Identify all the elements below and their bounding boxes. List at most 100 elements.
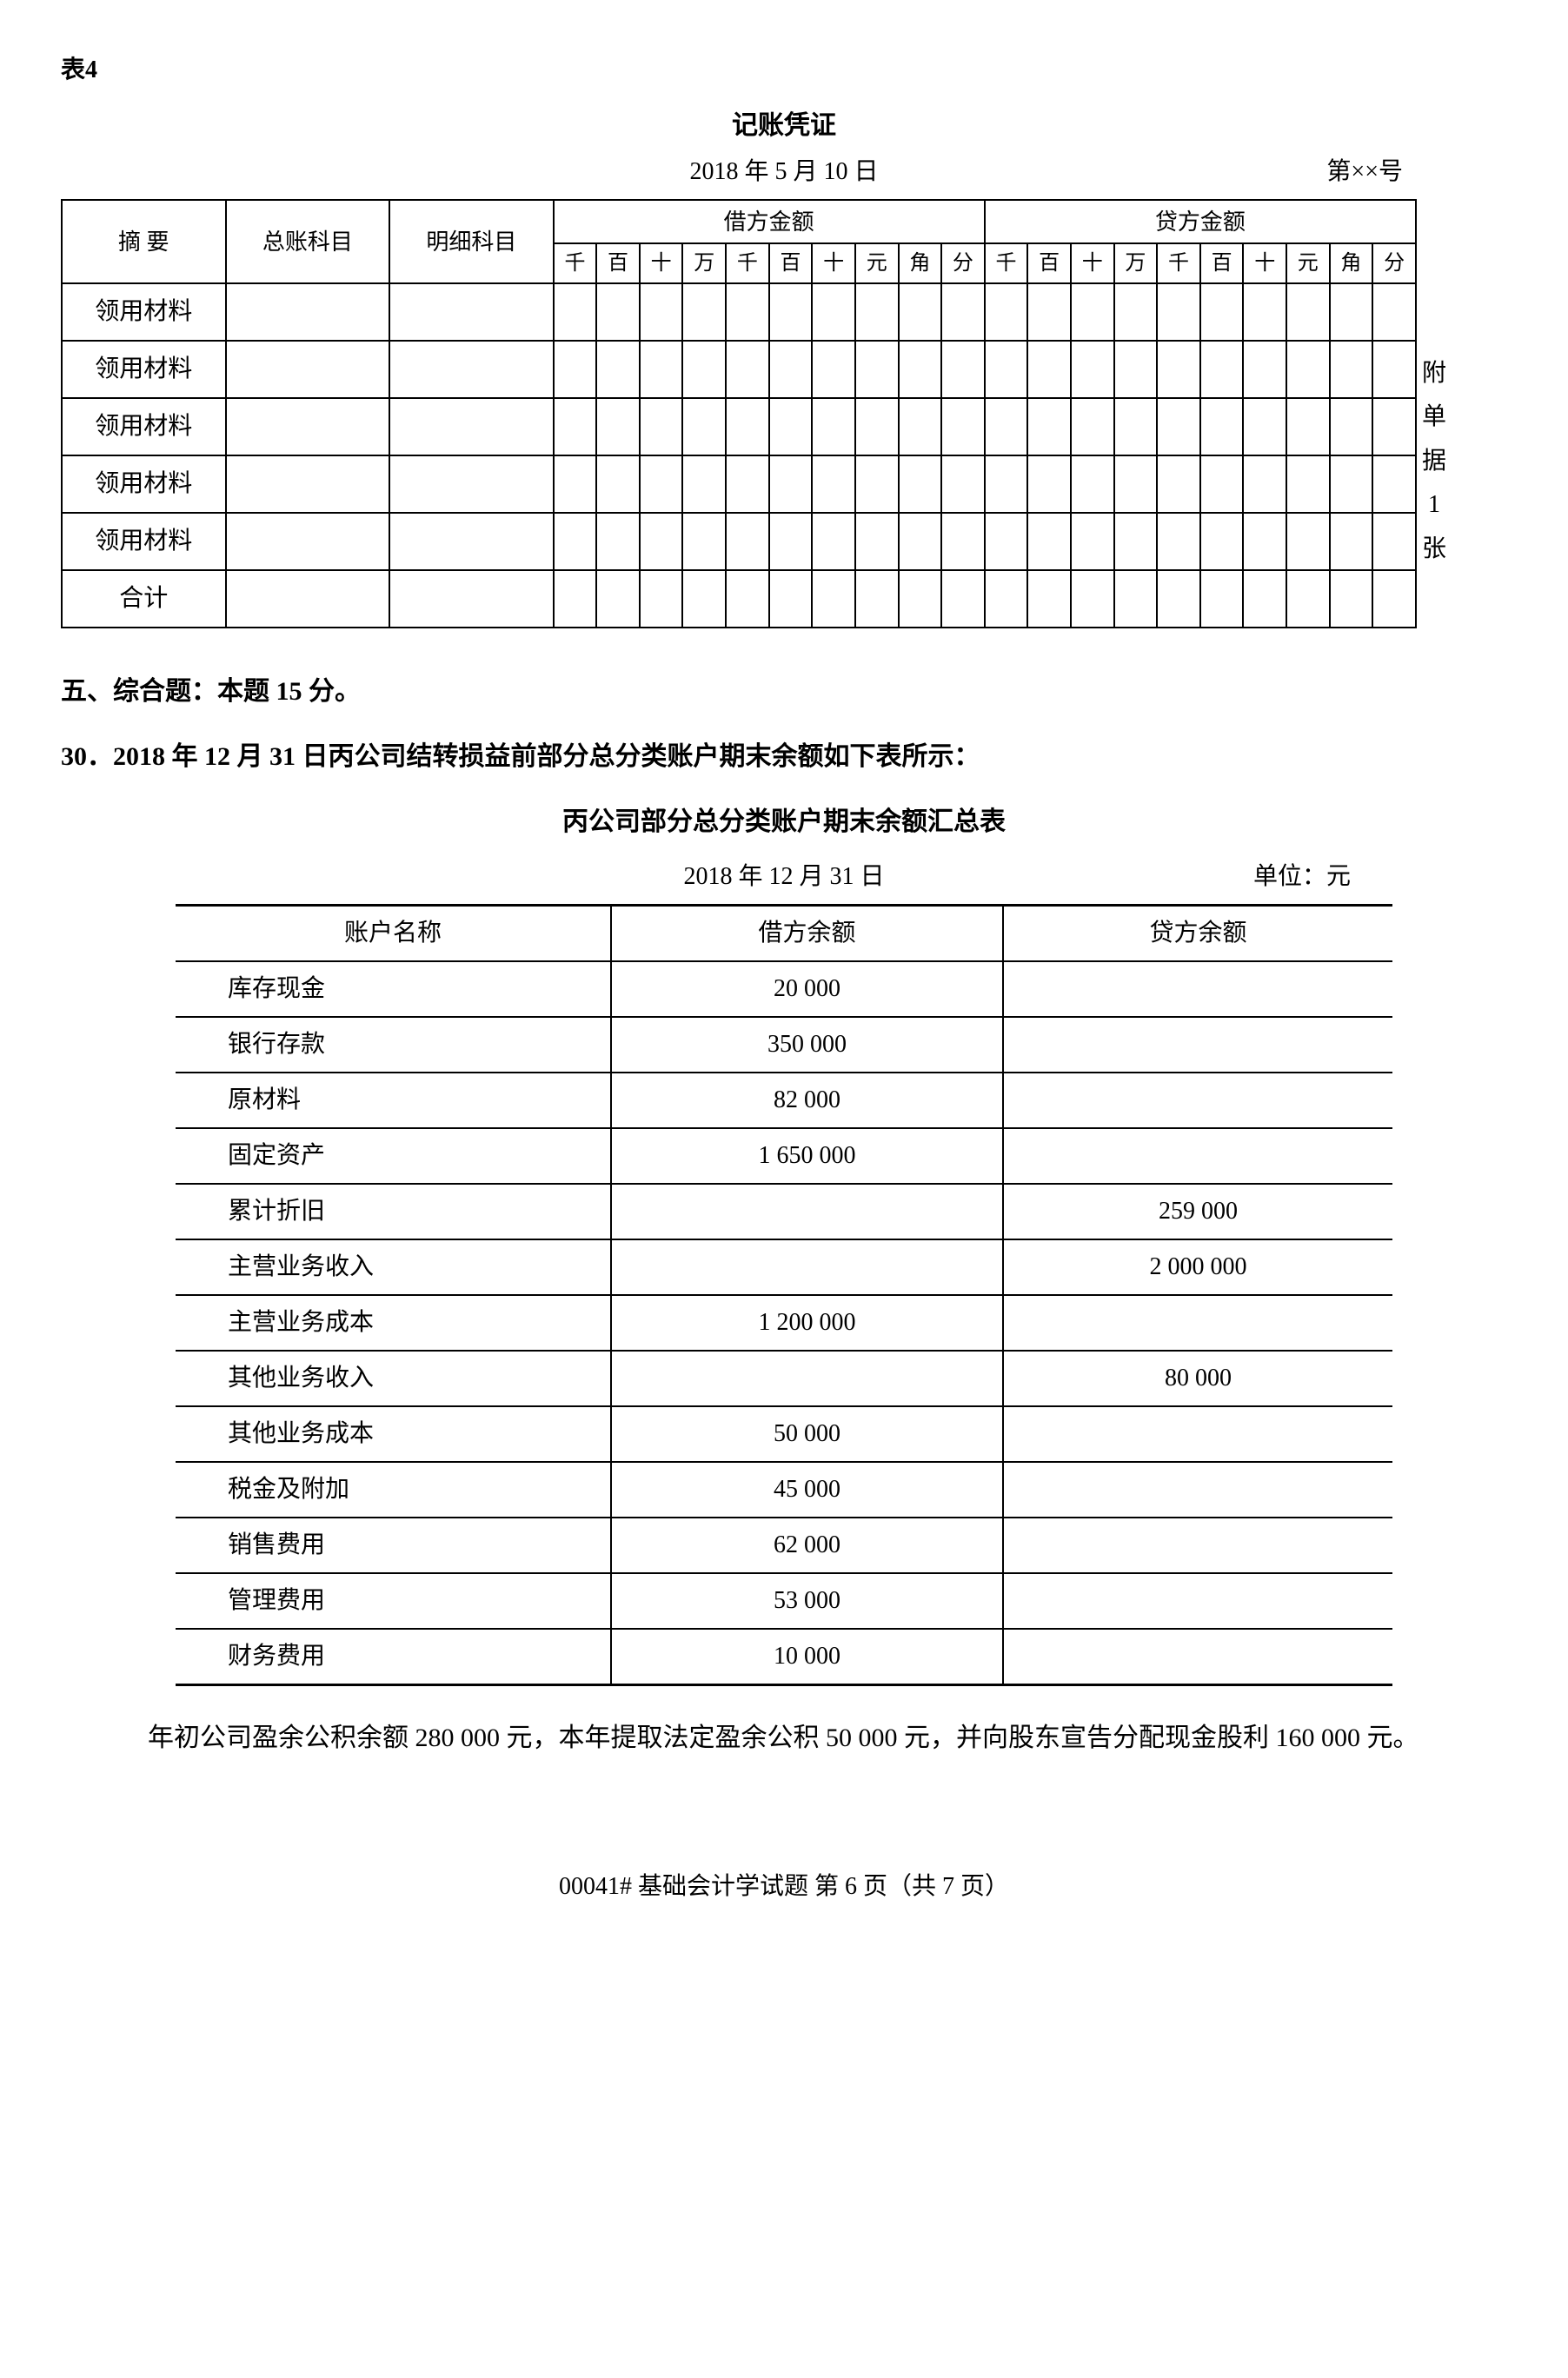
voucher-title: 记账凭证 (61, 106, 1507, 145)
voucher-digit-cell (1286, 341, 1330, 398)
digit-header: 百 (769, 243, 813, 283)
voucher-digit-cell (1027, 513, 1071, 570)
voucher-digit-cell (554, 341, 597, 398)
voucher-digit-cell (855, 341, 899, 398)
voucher-digit-cell (640, 513, 683, 570)
balance-account-name: 银行存款 (176, 1017, 611, 1073)
balance-credit-cell: 2 000 000 (1003, 1239, 1392, 1295)
voucher-digit-cell (812, 341, 855, 398)
voucher-digit-cell (1286, 513, 1330, 570)
digit-header: 元 (1286, 243, 1330, 283)
voucher-digit-cell (1071, 570, 1114, 628)
balance-table: 账户名称 借方余额 贷方余额 库存现金20 000银行存款350 000原材料8… (176, 904, 1392, 1686)
balance-debit-cell: 45 000 (611, 1462, 1003, 1518)
voucher-digit-cell (1372, 398, 1416, 455)
voucher-digit-cell (640, 398, 683, 455)
balance-debit-cell: 1 200 000 (611, 1295, 1003, 1351)
voucher-cell (389, 341, 554, 398)
voucher-digit-cell (554, 398, 597, 455)
balance-credit-cell (1003, 1017, 1392, 1073)
voucher-digit-cell (812, 283, 855, 341)
voucher-digit-cell (682, 455, 726, 513)
voucher-digit-cell (769, 455, 813, 513)
balance-account-name: 主营业务成本 (176, 1295, 611, 1351)
voucher-digit-cell (682, 513, 726, 570)
voucher-wrap: 摘 要 总账科目 明细科目 借方金额 贷方金额 千百十万千百十元角分千百十万千百… (61, 199, 1507, 628)
voucher-digit-cell (985, 283, 1028, 341)
voucher-digit-cell (855, 455, 899, 513)
balance-account-name: 库存现金 (176, 961, 611, 1017)
balance-debit-cell: 20 000 (611, 961, 1003, 1017)
voucher-digit-cell (596, 341, 640, 398)
section-5-title: 五、综合题：本题 15 分。 (61, 672, 1507, 711)
voucher-date-row: 2018 年 5 月 10 日 第××号 (61, 154, 1507, 190)
voucher-digit-cell (640, 570, 683, 628)
balance-account-name: 其他业务收入 (176, 1351, 611, 1406)
voucher-digit-cell (941, 570, 985, 628)
balance-date-row: 2018 年 12 月 31 日 单位：元 (61, 859, 1507, 895)
balance-unit: 单位：元 (1253, 859, 1351, 895)
voucher-digit-cell (1372, 341, 1416, 398)
balance-debit-cell (611, 1239, 1003, 1295)
balance-account-name: 其他业务成本 (176, 1406, 611, 1462)
voucher-digit-cell (941, 283, 985, 341)
voucher-digit-cell (985, 570, 1028, 628)
voucher-digit-cell (899, 398, 942, 455)
voucher-digit-cell (1071, 341, 1114, 398)
voucher-digit-cell (985, 398, 1028, 455)
balance-debit-cell: 350 000 (611, 1017, 1003, 1073)
voucher-cell (226, 341, 390, 398)
voucher-digit-cell (941, 455, 985, 513)
balance-header-name: 账户名称 (176, 906, 611, 962)
digit-header: 十 (640, 243, 683, 283)
voucher-digit-cell (769, 341, 813, 398)
voucher-digit-cell (1330, 513, 1373, 570)
balance-debit-cell (611, 1351, 1003, 1406)
voucher-digit-cell (1372, 283, 1416, 341)
voucher-digit-cell (985, 341, 1028, 398)
voucher-digit-cell (596, 283, 640, 341)
voucher-digit-cell (1286, 283, 1330, 341)
voucher-digit-cell (769, 570, 813, 628)
table-label: 表4 (61, 52, 1507, 89)
voucher-digit-cell (1286, 570, 1330, 628)
digit-header: 十 (812, 243, 855, 283)
voucher-digit-cell (554, 570, 597, 628)
balance-credit-cell (1003, 1573, 1392, 1629)
voucher-digit-cell (1027, 570, 1071, 628)
voucher-summary-cell: 领用材料 (62, 513, 226, 570)
balance-debit-cell: 50 000 (611, 1406, 1003, 1462)
voucher-digit-cell (1286, 398, 1330, 455)
voucher-digit-cell (1114, 513, 1158, 570)
voucher-digit-cell (1372, 455, 1416, 513)
voucher-digit-cell (1243, 283, 1286, 341)
voucher-digit-cell (1330, 570, 1373, 628)
voucher-digit-cell (1330, 455, 1373, 513)
voucher-digit-cell (1027, 283, 1071, 341)
voucher-digit-cell (554, 513, 597, 570)
voucher-cell (389, 283, 554, 341)
digit-header: 元 (855, 243, 899, 283)
balance-debit-cell (611, 1184, 1003, 1239)
balance-credit-cell: 259 000 (1003, 1184, 1392, 1239)
voucher-digit-cell (855, 283, 899, 341)
voucher-digit-cell (899, 455, 942, 513)
voucher-cell (226, 398, 390, 455)
balance-credit-cell (1003, 1128, 1392, 1184)
voucher-digit-cell (1372, 513, 1416, 570)
voucher-digit-cell (899, 513, 942, 570)
digit-header: 千 (726, 243, 769, 283)
balance-table-title: 丙公司部分总分类账户期末余额汇总表 (61, 802, 1507, 841)
voucher-cell (226, 570, 390, 628)
balance-credit-cell (1003, 1462, 1392, 1518)
balance-debit-cell: 53 000 (611, 1573, 1003, 1629)
voucher-digit-cell (812, 570, 855, 628)
voucher-cell (226, 513, 390, 570)
voucher-summary-cell: 领用材料 (62, 455, 226, 513)
balance-account-name: 累计折旧 (176, 1184, 611, 1239)
digit-header: 千 (554, 243, 597, 283)
voucher-digit-cell (1071, 455, 1114, 513)
header-summary: 摘 要 (62, 200, 226, 283)
attachment-char: 张 (1422, 528, 1446, 571)
voucher-digit-cell (1157, 283, 1200, 341)
